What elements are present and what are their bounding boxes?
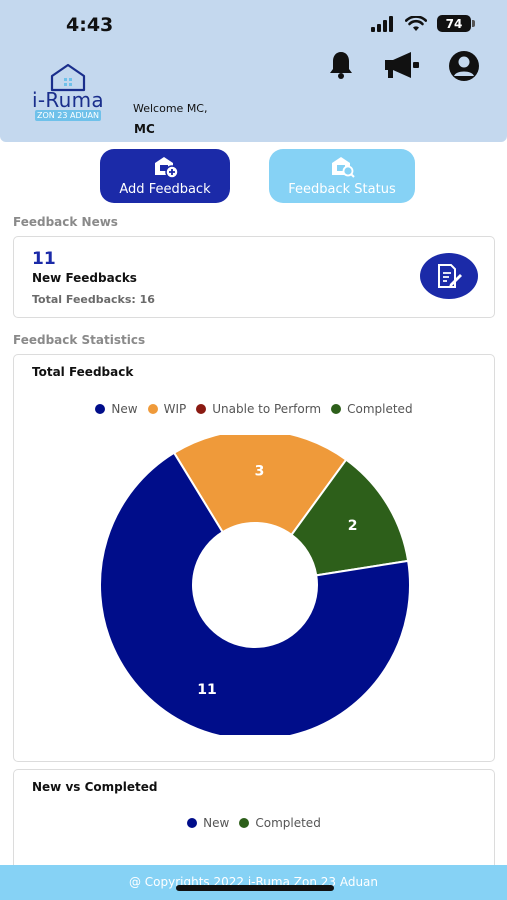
user-name: MC [134,122,155,136]
legend-swatch [331,404,342,414]
legend-item-unable-to-perform[interactable]: Unable to Perform [196,402,321,416]
bell-icon[interactable] [328,50,354,80]
legend-item-wip[interactable]: WIP [147,402,187,416]
total-feedback-donut-chart: 3 2 11 [99,435,411,735]
total-feedback-label: Total Feedbacks: 16 [32,293,155,306]
add-feedback-label: Add Feedback [119,182,211,197]
legend-item-completed[interactable]: Completed [331,402,413,416]
feedback-news-card[interactable]: 11 New Feedbacks Total Feedbacks: 16 [13,236,495,318]
status-time: 4:43 [66,14,114,36]
wifi-icon [405,15,427,31]
footer-copyright: @ Copyrights 2022 i-Ruma Zon 23 Aduan [0,865,507,900]
slice-new[interactable] [99,451,411,735]
new-vs-completed-legend: New Completed [14,816,494,830]
feedback-statistics-title: Feedback Statistics [13,333,146,347]
home-indicator [176,885,334,891]
new-feedback-label: New Feedbacks [32,271,137,285]
legend-label: New [111,402,138,416]
feedback-status-button[interactable]: Feedback Status [269,149,415,203]
legend-label: New [203,816,230,830]
slice-wip[interactable] [172,435,348,537]
logo-text: i-Ruma [32,88,104,112]
legend-label: Unable to Perform [212,402,322,416]
legend-swatch [187,818,198,828]
new-feedback-count: 11 [32,249,56,269]
app-header: 4:43 74 i-Ruma ZON 23 ADUAN Welcome MC, … [0,0,507,142]
signal-icon [371,15,393,32]
legend-item-new[interactable]: New [187,816,229,830]
feedback-status-icon [332,157,355,178]
welcome-text: Welcome MC, [133,102,208,115]
legend-item-new[interactable]: New [95,402,138,416]
battery-icon: 74 [437,15,475,32]
megaphone-icon[interactable] [383,50,421,80]
house-logo-icon [50,63,86,92]
app-logo: i-Ruma ZON 23 ADUAN [22,62,114,122]
edit-document-icon[interactable] [420,253,478,299]
account-icon[interactable] [447,50,481,82]
total-feedback-title: Total Feedback [32,365,134,379]
add-feedback-icon [155,157,179,179]
feedback-news-title: Feedback News [13,215,118,229]
legend-swatch [239,818,250,828]
legend-label: Completed [347,402,413,416]
legend-swatch [196,404,207,414]
legend-item-completed[interactable]: Completed [239,816,321,830]
logo-subtext: ZON 23 ADUAN [35,110,101,121]
add-feedback-button[interactable]: Add Feedback [100,149,230,203]
total-feedback-legend: New WIP Unable to Perform Completed [14,402,494,416]
legend-swatch [95,404,106,414]
legend-label: WIP [163,402,187,416]
slice-label-wip: 3 [255,464,265,480]
new-vs-completed-card: New vs Completed New Completed [13,769,495,879]
slice-label-completed: 2 [348,518,358,534]
status-icons: 74 [371,15,475,32]
total-feedback-card: Total Feedback New WIP Unable to Perform Co… [13,354,495,762]
feedback-status-label: Feedback Status [288,182,396,197]
legend-swatch [147,404,158,414]
slice-label-new: 11 [197,682,216,698]
legend-label: Completed [255,816,321,830]
new-vs-completed-title: New vs Completed [32,780,158,794]
